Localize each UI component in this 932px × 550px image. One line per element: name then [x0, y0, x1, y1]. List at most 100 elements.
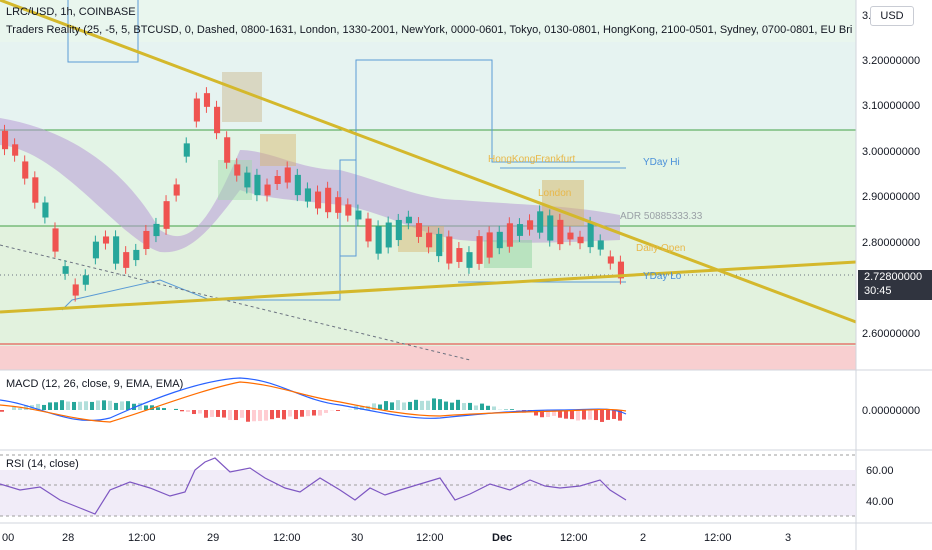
symbol-title[interactable]: LRC/USD, 1h, COINBASE [6, 6, 136, 18]
candle-body [415, 223, 423, 237]
price-label: 2.80000000 [862, 237, 920, 249]
macd-signal-line [0, 381, 627, 423]
macd-bar [444, 401, 448, 410]
macd-bar [108, 400, 112, 410]
macd-bar [90, 401, 94, 410]
descending-trendline[interactable] [0, 0, 857, 324]
candle-body [254, 174, 261, 196]
candle-body [355, 210, 362, 220]
macd-bar [288, 410, 292, 417]
candle-body [597, 240, 604, 250]
macd-bar [60, 400, 64, 410]
time-label: 12:00 [560, 532, 588, 544]
macd-bar [306, 410, 310, 417]
macd-bar [132, 403, 136, 410]
candle-body [365, 218, 372, 242]
candle-body [133, 249, 140, 261]
candle-body [143, 230, 150, 250]
macd-bar [204, 410, 208, 418]
dashed-trendline [0, 244, 471, 361]
bar-countdown: 30:45 [864, 285, 892, 297]
macd-bar [120, 401, 124, 410]
macd-bar [552, 410, 556, 416]
price-label: 3.10000000 [862, 100, 920, 112]
candle-body [506, 223, 513, 247]
candle-body [22, 161, 29, 179]
candle-body [203, 93, 211, 107]
macd-bar [216, 410, 220, 417]
macd-bar [18, 408, 22, 410]
rsi-title[interactable]: RSI (14, close) [6, 458, 79, 470]
macd-title[interactable]: MACD (12, 26, close, 9, EMA, EMA) [6, 378, 184, 390]
macd-bar [102, 400, 106, 410]
macd-bar [300, 410, 304, 417]
macd-bar [0, 410, 4, 412]
macd-bar [618, 410, 622, 421]
candle-body [617, 261, 624, 279]
macd-bar [84, 401, 88, 410]
macd-bar [606, 410, 610, 420]
candle-body [537, 211, 544, 233]
session-label-hongkong: HongKongFrankfurt [488, 154, 575, 165]
macd-bar [240, 410, 244, 418]
candle-body [395, 219, 402, 241]
macd-bar [36, 403, 40, 410]
macd-bar [420, 400, 424, 410]
rsi-axis-label-60: 60.00 [866, 465, 894, 477]
macd-bar [138, 402, 142, 410]
macd-bar [42, 404, 46, 410]
candle-body [527, 220, 534, 230]
candle-body [12, 144, 19, 156]
macd-bar [276, 410, 280, 418]
macd-bar [378, 404, 382, 410]
macd-bar [318, 410, 322, 416]
macd-bar [234, 410, 238, 421]
macd-bar [264, 410, 268, 421]
macd-bar [462, 403, 466, 410]
rsi-line [0, 457, 627, 515]
time-label: 30 [351, 532, 363, 544]
macd-bar [258, 410, 262, 422]
macd-line [0, 377, 627, 422]
daily-open-label: Daily Open [636, 243, 685, 254]
candle-body [274, 176, 281, 184]
ascending-trendline[interactable] [0, 260, 857, 314]
macd-bar [192, 410, 196, 415]
candle-body [42, 202, 49, 218]
macd-bar [612, 410, 616, 419]
candle-body [234, 164, 241, 176]
candle-body [32, 177, 39, 203]
indicator-legend[interactable]: Traders Reality (25, -5, 5, BTCUSD, 0, D… [6, 24, 853, 36]
macd-bar [396, 400, 400, 410]
adr-label: ADR 50885333.33 [620, 211, 703, 222]
macd-bar [186, 410, 190, 412]
macd-bar [360, 406, 364, 410]
candle-body [244, 172, 251, 188]
rsi-band [0, 470, 856, 516]
current-price-tag: 2.72800000 30:45 [858, 270, 932, 300]
step-line [339, 59, 620, 257]
candle-body [557, 219, 564, 245]
candle-body [516, 224, 524, 236]
macd-bar [24, 405, 28, 410]
candle-body [224, 137, 231, 163]
macd-bar [252, 410, 256, 422]
macd-bar [372, 403, 376, 410]
macd-bar [480, 403, 484, 410]
currency-button[interactable]: USD [870, 6, 914, 26]
time-label: 3 [785, 532, 791, 544]
macd-bar [468, 402, 472, 410]
yday-hi-label: YDay Hi [643, 157, 680, 168]
macd-bar [402, 402, 406, 410]
time-label: 00 [2, 532, 14, 544]
candle-body [284, 167, 291, 183]
candle-body [446, 236, 453, 264]
candle-body [2, 130, 9, 150]
macd-bar [312, 410, 316, 416]
macd-bar [282, 410, 286, 420]
macd-bar [426, 400, 430, 410]
time-label: 28 [62, 532, 74, 544]
macd-bar [390, 402, 394, 410]
candle-body [325, 187, 332, 213]
